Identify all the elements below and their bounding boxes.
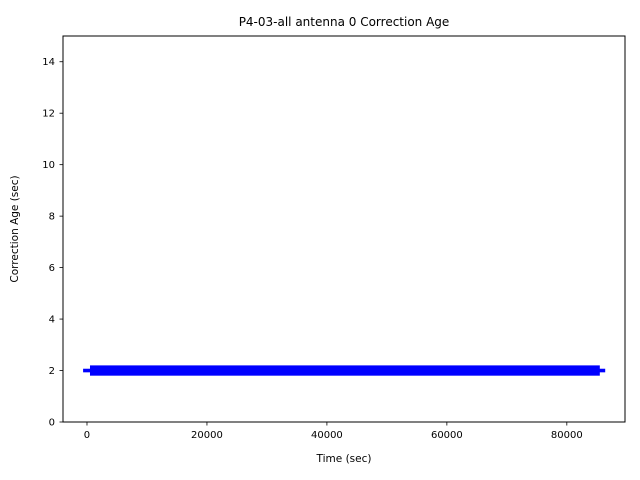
y-tick-label: 14 <box>42 57 55 68</box>
x-axis-label: Time (sec) <box>316 453 372 465</box>
plot-border <box>62 35 626 423</box>
series-correction-age-band <box>89 365 600 376</box>
x-tick-label: 40000 <box>311 430 343 441</box>
y-axis-label: Correction Age (sec) <box>9 175 21 282</box>
x-tick-label: 20000 <box>191 430 223 441</box>
chart-title: P4-03-all antenna 0 Correction Age <box>239 15 450 29</box>
y-tick-label: 8 <box>49 212 55 223</box>
x-tick-label: 60000 <box>431 430 463 441</box>
y-tick-label: 12 <box>42 109 55 120</box>
x-tick-label: 0 <box>84 430 90 441</box>
y-tick-label: 10 <box>42 160 55 171</box>
y-tick-label: 2 <box>49 366 55 377</box>
y-tick-label: 4 <box>49 315 55 326</box>
x-tick-label: 80000 <box>551 430 583 441</box>
y-tick-label: 6 <box>49 263 55 274</box>
y-tick-label: 0 <box>49 418 55 429</box>
